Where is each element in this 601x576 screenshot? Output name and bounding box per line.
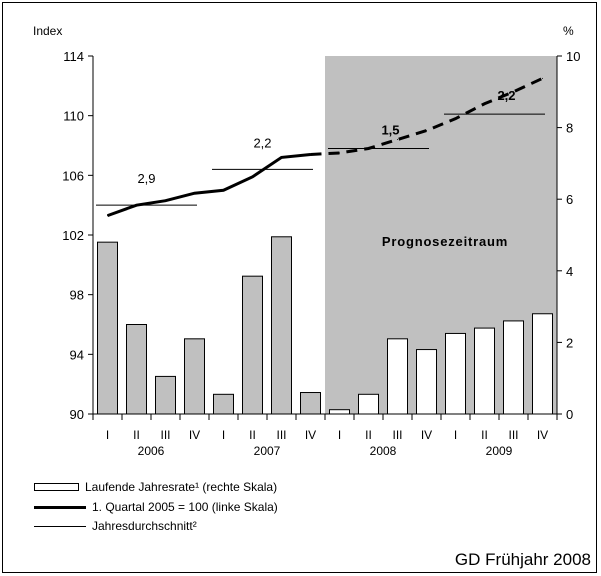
quarter-label-6: III [276,428,286,442]
index-point-13 [484,103,485,105]
index-point-0 [107,215,108,217]
quarter-label-7: IV [305,428,316,442]
bar-14 [503,320,524,415]
right-tick-label-3: 6 [566,192,573,207]
index-line-actual [106,152,311,218]
year-label-1: 2007 [254,444,281,458]
quarter-label-1: II [133,428,140,442]
quarter-label-3: IV [189,428,200,442]
legend-item-average: Jahresdurchschnitt² [34,519,197,533]
left-tick-label-2: 98 [70,288,84,303]
bar-13 [474,327,495,415]
quarter-label-8: I [338,428,341,442]
left-tick-label-5: 110 [63,109,84,124]
year-label-3: 2009 [486,444,513,458]
bar-3 [184,338,205,415]
left-tick-label-3: 102 [62,228,84,243]
legend-bar-swatch [34,483,79,491]
index-point-6 [281,156,282,158]
legend-thick-line-swatch [34,505,86,509]
bar-11 [416,349,437,415]
index-point-9 [368,147,369,149]
quarter-label-10: III [392,428,402,442]
quarter-label-4: I [222,428,225,442]
quarter-label-2: III [160,428,170,442]
index-point-4 [223,189,224,191]
source-label: GD Frühjahr 2008 [454,550,591,569]
left-axis-label: Index [33,24,62,38]
bar-9 [358,393,379,415]
legend-label-bars: Laufende Jahresrate¹ (rechte Skala) [85,480,278,494]
right-tick-label-5: 10 [566,49,580,64]
bar-1 [126,324,147,415]
left-tick-label-4: 106 [62,168,84,183]
bar-0 [97,241,118,415]
index-point-11 [426,130,427,132]
left-tick-label-1: 94 [70,347,84,362]
quarter-label-14: III [508,428,518,442]
index-point-3 [194,192,195,194]
index-point-5 [252,176,253,178]
quarter-label-12: I [454,428,457,442]
year-label-0: 2006 [138,444,165,458]
bar-7 [300,392,321,415]
right-axis-label: % [563,24,574,38]
index-line-forecast [310,77,544,156]
index-point-8 [339,152,340,154]
right-tick-label-1: 2 [566,335,573,350]
legend-thin-line-swatch [34,525,86,527]
legend-item-bars: Laufende Jahresrate¹ (rechte Skala) [34,480,277,494]
bar-12 [445,332,466,415]
bar-4 [213,393,234,415]
bar-8 [329,409,350,415]
index-point-14 [513,91,514,93]
left-tick-label-6: 114 [63,49,84,64]
index-point-15 [542,77,543,79]
index-point-12 [455,118,456,120]
forecast-label: Prognosezeitraum [382,234,508,249]
bar-5 [242,275,263,415]
right-tick-label-0: 0 [566,407,573,422]
left-tick-label-0: 90 [70,407,84,422]
bar-10 [387,338,408,415]
index-point-2 [165,200,166,202]
average-label-1: 2,2 [253,135,271,150]
right-tick-label-2: 4 [566,264,573,279]
right-tick-label-4: 8 [566,121,573,136]
bar-series [97,236,553,415]
quarter-label-11: IV [421,428,432,442]
quarter-label-9: II [365,428,372,442]
legend-label-index: 1. Quartal 2005 = 100 (linke Skala) [92,500,278,514]
bar-6 [271,236,292,415]
index-point-1 [136,204,137,206]
quarter-label-0: I [106,428,109,442]
quarter-label-15: IV [537,428,548,442]
year-label-2: 2008 [370,444,397,458]
index-series [106,77,544,218]
quarter-label-13: II [481,428,488,442]
index-point-10 [397,139,398,141]
bar-2 [155,375,176,415]
average-label-0: 2,9 [137,171,155,186]
index-point-7 [310,153,311,155]
bar-15 [532,313,553,415]
average-label-2: 1,5 [381,122,399,137]
quarter-label-5: II [249,428,256,442]
legend-label-average: Jahresdurchschnitt² [92,519,197,533]
legend-item-index: 1. Quartal 2005 = 100 (linke Skala) [34,500,278,514]
